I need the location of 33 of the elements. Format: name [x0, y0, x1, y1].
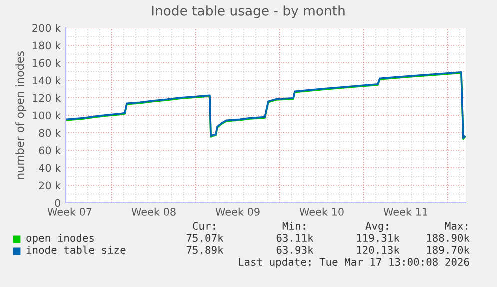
- y-tick-label: 200 k: [32, 24, 62, 32]
- text: 188.90k: [427, 234, 470, 242]
- text: 75.07k: [186, 234, 224, 242]
- x-tick-label: Week 08: [132, 208, 176, 216]
- y-tick-label: 140 k: [33, 76, 62, 85]
- y-tick-label: 160 k: [33, 59, 62, 68]
- text: Max:: [445, 222, 468, 230]
- legend-label: open inodes: [26, 234, 94, 244]
- chart-title: Inode table usage - by month: [152, 6, 345, 18]
- x-tick-label: Week 09: [216, 208, 260, 216]
- y-axis-title: number of open inodes: [16, 52, 26, 179]
- text: Min:: [282, 222, 306, 230]
- y-tick-label: 180 k: [33, 42, 62, 50]
- y-tick-label: 20 k: [39, 182, 62, 190]
- y-tick-label: 100 k: [33, 112, 62, 120]
- x-tick-label: Week 11: [384, 208, 428, 216]
- x-tick-label: Week 07: [48, 208, 92, 216]
- text: Cur:: [193, 222, 216, 230]
- text: 189.70k: [427, 246, 470, 254]
- x-tick-label: Week 10: [300, 208, 344, 216]
- text: Avg:: [366, 222, 388, 232]
- text: 120.13k: [357, 246, 400, 254]
- text: 119.31k: [357, 234, 400, 242]
- y-tick-label: 60 k: [39, 146, 62, 155]
- text: Last update: Tue Mar 17 13:00:08 2026: [239, 258, 470, 268]
- y-tick-label: 0: [55, 199, 60, 208]
- y-tick-label: 80 k: [39, 129, 62, 138]
- y-tick-label: 40 k: [39, 164, 62, 172]
- text: 63.11k: [276, 234, 314, 242]
- text: 75.89k: [186, 246, 224, 254]
- legend-label: inode table size: [26, 246, 126, 254]
- text: 63.93k: [276, 246, 314, 254]
- y-tick-label: 120 k: [33, 94, 62, 102]
